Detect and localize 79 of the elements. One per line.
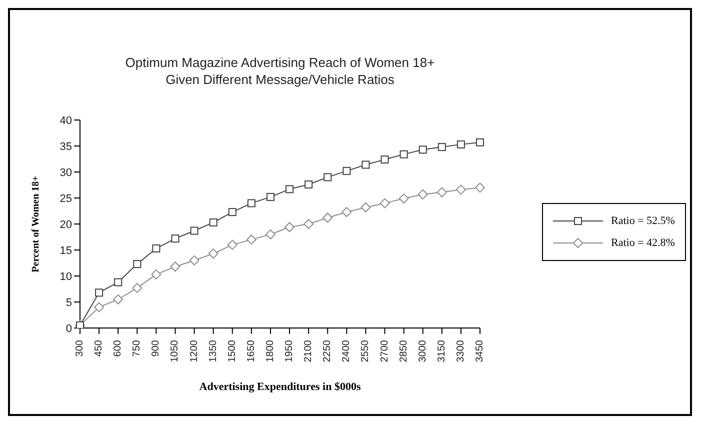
x-tick-label: 1350	[208, 340, 219, 362]
point	[247, 199, 256, 208]
y-tick-label: 30	[60, 166, 72, 179]
point	[208, 248, 218, 259]
point	[228, 208, 236, 216]
y-tick-label: 15	[60, 244, 72, 257]
y-tick-label: 20	[60, 218, 72, 231]
x-tick-label: 3450	[474, 340, 486, 362]
point	[170, 262, 180, 272]
legend-label: Ratio = 42.8%	[611, 237, 675, 249]
y-tick-label: 40	[60, 114, 72, 127]
chart-title: Optimum Magazine Advertising Reach of Women 18+	[124, 54, 436, 71]
legend-label: Ratio = 52.5%	[611, 215, 675, 227]
point	[322, 212, 333, 223]
point	[113, 294, 124, 304]
point	[189, 255, 200, 266]
point	[246, 234, 256, 245]
x-tick-label: 1650	[246, 340, 257, 362]
point	[342, 166, 351, 175]
point	[95, 288, 104, 297]
point	[438, 143, 446, 152]
x-tick-label: 900	[150, 340, 162, 357]
point	[304, 219, 314, 229]
x-tick-label: 3000	[417, 340, 428, 362]
point	[456, 140, 465, 148]
x-axis-title: Advertising Expenditures in $000s	[199, 381, 362, 393]
y-tick-label: 35	[60, 140, 72, 153]
point	[284, 222, 295, 232]
point	[342, 207, 352, 218]
chart-subtitle: Given Different Message/Vehicle Ratios	[164, 71, 396, 88]
point	[380, 156, 389, 164]
point	[286, 185, 294, 194]
point	[94, 302, 104, 312]
point	[362, 160, 370, 169]
point	[436, 187, 447, 198]
x-tick-label: 2550	[360, 340, 372, 362]
point	[456, 184, 466, 195]
y-tick-label: 0	[66, 322, 72, 335]
x-tick-label: 2850	[398, 340, 410, 362]
point	[190, 226, 198, 235]
x-tick-label: 2400	[341, 340, 352, 362]
x-tick-label: 1950	[284, 340, 296, 362]
point	[133, 260, 142, 268]
y-axis-title: Percent of Women 18+	[30, 175, 42, 272]
x-tick-label: 2700	[379, 340, 390, 362]
x-tick-label: 1800	[264, 340, 276, 362]
point	[171, 234, 180, 243]
point	[380, 198, 390, 208]
point	[152, 244, 160, 252]
point	[266, 192, 274, 201]
x-tick-label: 600	[112, 340, 124, 357]
x-tick-label: 2100	[303, 340, 314, 362]
point	[132, 282, 142, 293]
x-tick-label: 750	[132, 340, 143, 357]
point	[227, 240, 238, 250]
point	[360, 202, 371, 212]
point	[324, 173, 332, 182]
point	[476, 138, 484, 146]
point	[304, 180, 313, 188]
point	[151, 269, 162, 280]
x-tick-label: 450	[94, 340, 105, 357]
x-tick-label: 3300	[455, 340, 466, 362]
x-tick-label: 1200	[188, 340, 200, 362]
point	[209, 218, 218, 226]
y-tick-label: 25	[60, 192, 72, 205]
point	[265, 229, 276, 240]
y-tick-label: 10	[60, 270, 72, 283]
x-tick-label: 1500	[226, 340, 238, 362]
point	[418, 189, 428, 200]
point	[418, 146, 427, 154]
y-tick-label: 5	[66, 296, 72, 309]
x-tick-label: 2250	[322, 340, 334, 362]
x-tick-label: 1050	[170, 340, 181, 362]
x-tick-label: 3150	[436, 340, 448, 362]
point	[475, 182, 485, 193]
point	[114, 278, 122, 286]
x-tick-label: 300	[74, 340, 86, 357]
point	[400, 150, 408, 158]
point	[398, 194, 409, 204]
